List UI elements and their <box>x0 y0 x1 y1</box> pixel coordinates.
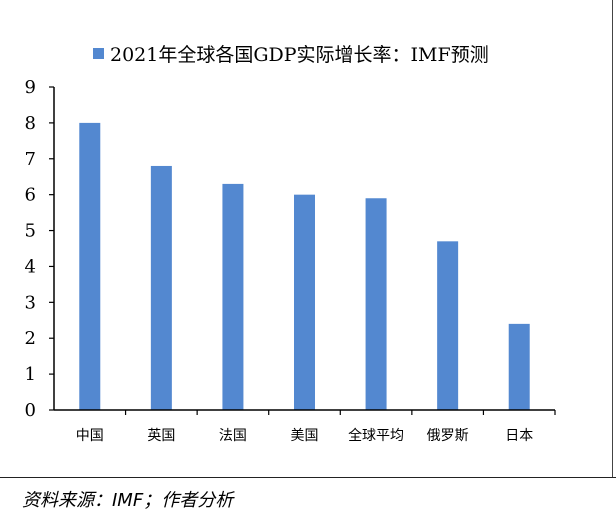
x-tick-label: 日本 <box>505 428 533 444</box>
x-tick-label: 法国 <box>219 428 247 444</box>
y-tick-label: 5 <box>25 221 36 242</box>
y-tick-label: 0 <box>25 400 36 421</box>
legend-label: 2021年全球各国GDP实际增长率：IMF预测 <box>110 44 489 66</box>
y-tick-label: 8 <box>25 113 36 134</box>
y-tick-label: 4 <box>25 256 36 277</box>
source-divider <box>0 477 616 478</box>
y-tick-label: 9 <box>25 77 36 98</box>
y-tick-label: 3 <box>25 292 36 313</box>
x-tick-label: 美国 <box>291 428 319 444</box>
y-tick-label: 6 <box>25 185 36 206</box>
legend-swatch <box>93 48 104 59</box>
bar-1 <box>150 165 172 410</box>
bar-0 <box>79 122 101 410</box>
source-note: 资料来源：IMF；作者分析 <box>22 490 234 511</box>
y-tick-label: 1 <box>25 364 36 385</box>
x-tick-label: 英国 <box>147 427 175 444</box>
bar-4 <box>365 198 387 410</box>
bar-2 <box>222 183 244 410</box>
y-tick-label: 2 <box>25 328 36 349</box>
x-tick-label: 全球平均 <box>348 427 404 444</box>
y-tick-label: 7 <box>25 149 36 170</box>
x-tick-label: 中国 <box>76 428 104 444</box>
x-tick-label: 俄罗斯 <box>427 428 469 444</box>
bar-6 <box>508 323 530 410</box>
bar-chart: 0 1 2 3 4 5 6 7 8 9 中国 英国 法国 美国 全球平均 俄罗斯 日本 <box>25 77 556 444</box>
frame-right-border <box>612 0 613 478</box>
bar-3 <box>294 194 315 410</box>
legend: 2021年全球各国GDP实际增长率：IMF预测 <box>93 40 489 67</box>
bar-5 <box>437 241 459 410</box>
